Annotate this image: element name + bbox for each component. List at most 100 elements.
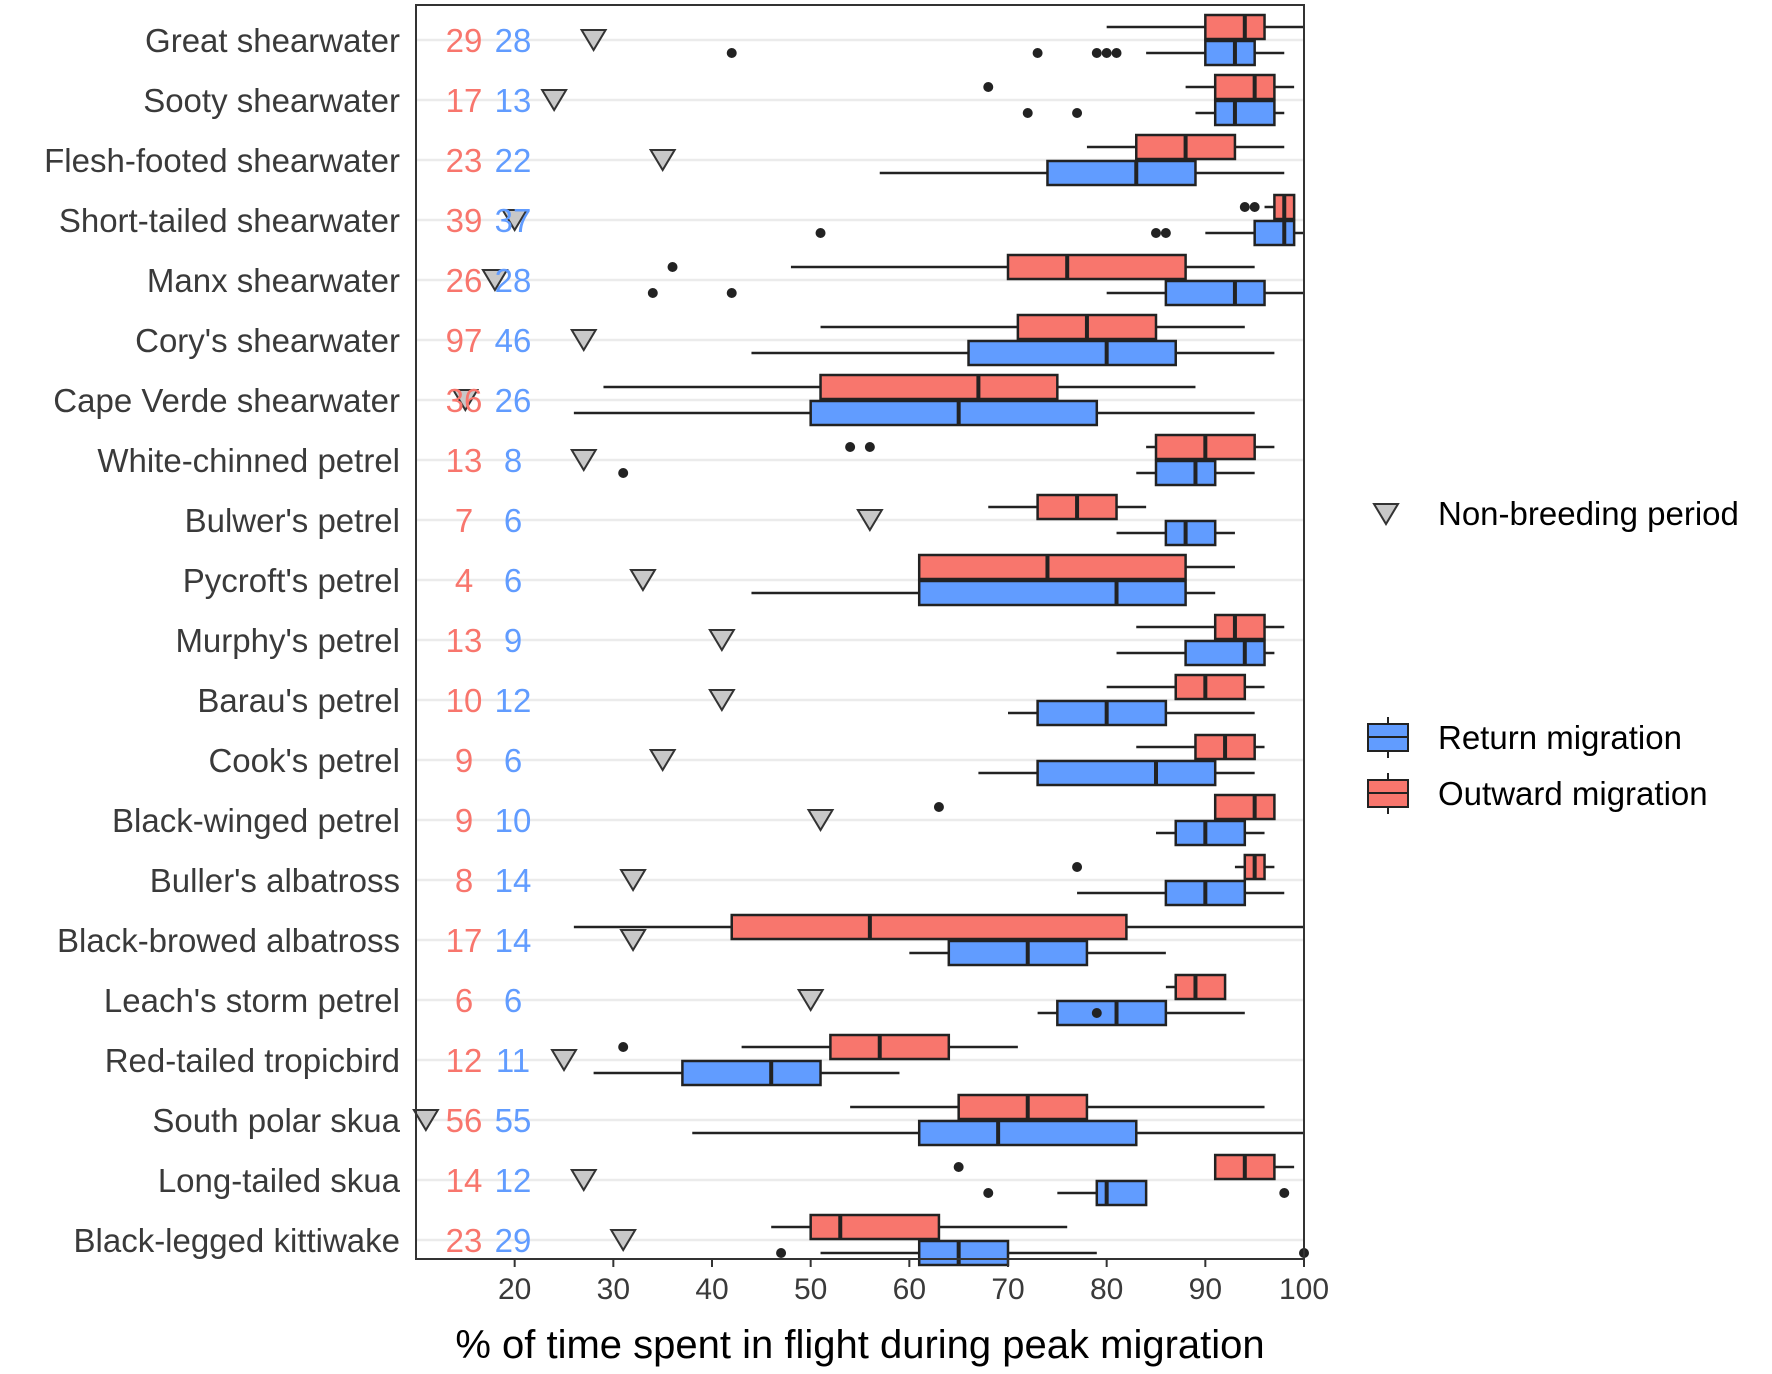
box-outward — [850, 1093, 1265, 1121]
count-outward: 9 — [455, 742, 473, 779]
box-iqr — [1095, 1179, 1148, 1207]
box-return — [751, 339, 1275, 367]
species-label: White-chinned petrel — [97, 442, 400, 479]
species-label: Flesh-footed shearwater — [44, 142, 400, 179]
box-return — [1116, 639, 1275, 667]
box-iqr — [1213, 99, 1276, 127]
outlier-point — [1239, 202, 1250, 212]
box-iqr — [947, 939, 1089, 967]
count-return: 14 — [495, 922, 532, 959]
species-label: Leach's storm petrel — [104, 982, 400, 1019]
outlier-point — [726, 48, 737, 58]
box-iqr — [1213, 73, 1276, 101]
nonbreeding-marker — [629, 569, 657, 592]
outlier-point — [1249, 202, 1260, 212]
box-outward — [820, 313, 1245, 341]
count-return: 26 — [495, 382, 532, 419]
count-return: 8 — [504, 442, 522, 479]
species-label: Manx shearwater — [147, 262, 400, 299]
outlier-point — [776, 1248, 787, 1258]
box-iqr — [1174, 819, 1247, 847]
box-return — [573, 399, 1255, 427]
nonbreeding-marker — [412, 1109, 440, 1132]
box-outward — [1072, 853, 1275, 881]
nonbreeding-marker — [619, 869, 647, 892]
species-label: Great shearwater — [145, 22, 400, 59]
box-outward — [845, 433, 1275, 461]
box-return — [1116, 519, 1235, 547]
box-iqr — [1174, 673, 1247, 701]
count-outward: 26 — [446, 262, 483, 299]
x-tick-label: 20 — [498, 1273, 531, 1306]
box-iqr — [1164, 279, 1266, 307]
box-iqr — [730, 913, 1128, 941]
box-return — [815, 219, 1304, 247]
count-outward: 17 — [446, 922, 483, 959]
box-iqr — [1174, 973, 1227, 1001]
nonbreeding-markers — [412, 29, 884, 1252]
outlier-point — [1279, 1188, 1290, 1198]
box-outward — [1136, 733, 1265, 761]
nonbreeding-marker — [708, 629, 736, 652]
count-return: 13 — [495, 82, 532, 119]
box-return — [618, 459, 1255, 487]
box-return — [692, 1119, 1304, 1147]
species-label: Short-tailed shearwater — [59, 202, 400, 239]
box-outward — [573, 913, 1304, 941]
box-iqr — [917, 1239, 1010, 1267]
box-iqr — [1204, 13, 1266, 41]
outlier-point — [726, 288, 737, 298]
count-return: 11 — [496, 1042, 530, 1079]
box-return — [647, 279, 1304, 307]
count-outward: 6 — [455, 982, 473, 1019]
nonbreeding-marker — [619, 929, 647, 952]
x-axis: 20 30 40 50 60 70 80 90 100 — [498, 1259, 1329, 1306]
legend-nonbreeding-label: Non-breeding period — [1438, 495, 1739, 532]
nonbreeding-marker — [540, 89, 568, 112]
nonbreeding-marker — [451, 389, 480, 412]
outlier-point — [1101, 48, 1112, 58]
nonbreeding-marker — [796, 989, 825, 1012]
species-label: Sooty shearwater — [143, 82, 400, 119]
outlier-point — [647, 288, 658, 298]
species-label: Cory's shearwater — [135, 322, 400, 359]
outlier-point — [864, 442, 875, 452]
species-label: Black-winged petrel — [112, 802, 400, 839]
legend: Non-breeding period Return migration Out… — [1367, 495, 1739, 814]
box-iqr — [1036, 699, 1168, 727]
box-return — [1156, 819, 1265, 847]
nonbreeding-marker — [609, 1229, 637, 1252]
box-outward — [667, 253, 1255, 281]
box-outward — [1106, 673, 1265, 701]
outlier-point — [845, 442, 856, 452]
box-iqr — [1253, 219, 1296, 247]
box-outward — [1136, 613, 1285, 641]
box-iqr — [681, 1059, 822, 1087]
box-iqr — [1204, 39, 1256, 67]
count-outward: 8 — [455, 862, 473, 899]
box-iqr — [1056, 999, 1168, 1027]
species-label: Long-tailed skua — [158, 1162, 401, 1199]
box-outward — [1239, 193, 1296, 221]
nonbreeding-marker — [648, 149, 677, 172]
count-return: 14 — [495, 862, 532, 899]
nonbreeding-marker — [550, 1049, 578, 1072]
boxes — [573, 13, 1309, 1267]
box-outward — [603, 373, 1196, 401]
count-outward: 4 — [455, 562, 473, 599]
nonbreeding-marker — [569, 1169, 598, 1192]
count-return: 10 — [495, 802, 532, 839]
box-return — [879, 159, 1285, 187]
legend-return-label: Return migration — [1438, 719, 1682, 756]
count-return: 55 — [495, 1102, 532, 1139]
count-outward: 17 — [446, 82, 483, 119]
count-outward: 29 — [446, 22, 483, 59]
outlier-point — [1160, 228, 1171, 238]
box-iqr — [1154, 459, 1217, 487]
count-return: 37 — [495, 202, 532, 239]
box-iqr — [917, 579, 1187, 607]
count-return: 29 — [495, 1222, 532, 1259]
species-label: Cook's petrel — [208, 742, 400, 779]
box-iqr — [1213, 793, 1276, 821]
